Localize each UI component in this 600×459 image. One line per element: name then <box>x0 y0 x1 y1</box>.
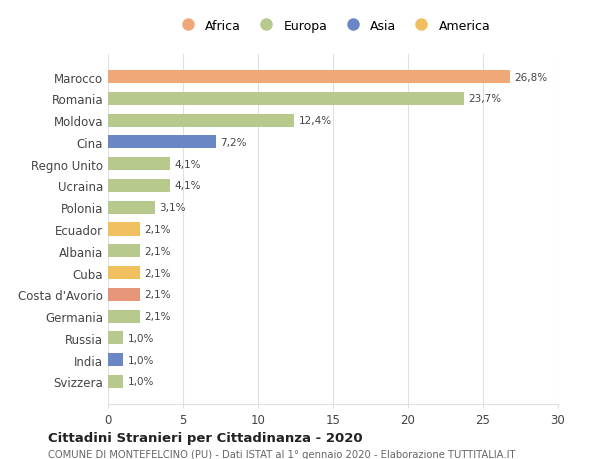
Text: COMUNE DI MONTEFELCINO (PU) - Dati ISTAT al 1° gennaio 2020 - Elaborazione TUTTI: COMUNE DI MONTEFELCINO (PU) - Dati ISTAT… <box>48 449 515 459</box>
Bar <box>108 353 123 366</box>
Text: 3,1%: 3,1% <box>159 203 185 213</box>
Bar <box>108 93 464 106</box>
Text: 12,4%: 12,4% <box>299 116 332 126</box>
Text: 2,1%: 2,1% <box>144 268 170 278</box>
Text: 1,0%: 1,0% <box>128 333 154 343</box>
Bar <box>108 201 155 214</box>
Legend: Africa, Europa, Asia, America: Africa, Europa, Asia, America <box>172 16 494 36</box>
Bar <box>108 266 139 280</box>
Text: 4,1%: 4,1% <box>174 181 200 191</box>
Text: 2,1%: 2,1% <box>144 224 170 235</box>
Text: 2,1%: 2,1% <box>144 311 170 321</box>
Text: 2,1%: 2,1% <box>144 246 170 256</box>
Bar <box>108 114 294 128</box>
Bar <box>108 71 510 84</box>
Bar <box>108 331 123 345</box>
Text: 23,7%: 23,7% <box>468 94 501 104</box>
Bar <box>108 158 170 171</box>
Bar <box>108 245 139 258</box>
Text: 4,1%: 4,1% <box>174 159 200 169</box>
Bar <box>108 310 139 323</box>
Text: 1,0%: 1,0% <box>128 376 154 386</box>
Text: 1,0%: 1,0% <box>128 355 154 365</box>
Bar <box>108 375 123 388</box>
Bar <box>108 136 216 149</box>
Bar <box>108 179 170 193</box>
Text: 2,1%: 2,1% <box>144 290 170 300</box>
Text: 7,2%: 7,2% <box>221 138 247 148</box>
Text: Cittadini Stranieri per Cittadinanza - 2020: Cittadini Stranieri per Cittadinanza - 2… <box>48 431 362 444</box>
Text: 26,8%: 26,8% <box>515 73 548 83</box>
Bar <box>108 223 139 236</box>
Bar <box>108 288 139 301</box>
